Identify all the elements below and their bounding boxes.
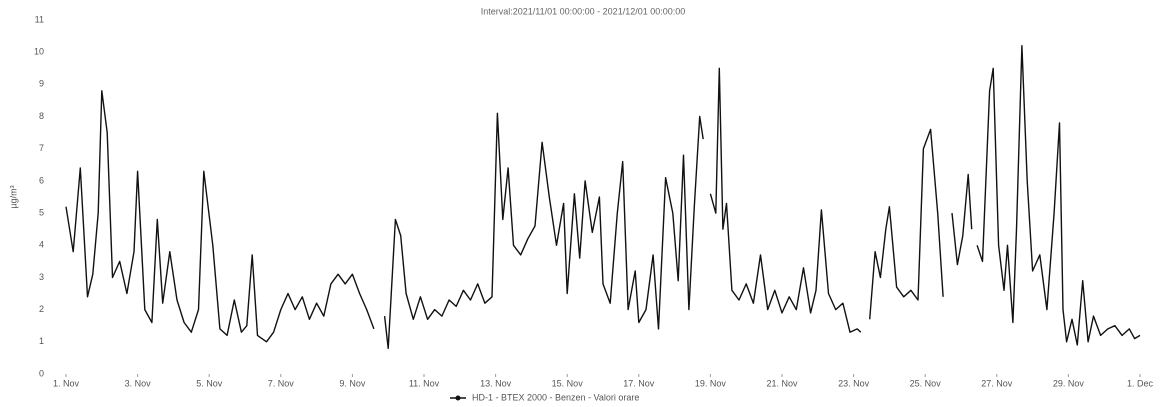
y-tick-label: 5: [39, 207, 44, 217]
y-tick-label: 11: [35, 14, 44, 24]
legend-marker: [455, 395, 461, 401]
x-tick-label: 1. Nov: [53, 378, 80, 388]
y-tick-label: 4: [39, 240, 44, 250]
data-line: [65, 45, 1141, 349]
x-tick-label: 5. Nov: [196, 378, 223, 388]
y-tick-label: 7: [39, 143, 44, 153]
x-tick-label: 25. Nov: [910, 378, 942, 388]
x-tick-label: 9. Nov: [339, 378, 366, 388]
y-tick-label: 1: [39, 336, 44, 346]
chart-title: Interval:2021/11/01 00:00:00 - 2021/12/0…: [481, 6, 686, 16]
y-tick-label: 8: [39, 111, 44, 121]
y-tick-label: 6: [39, 175, 44, 185]
legend-label: HD-1 - BTEX 2000 - Benzen - Valori orare: [472, 392, 639, 402]
y-tick-label: 10: [34, 47, 44, 57]
y-tick-label: 9: [39, 79, 44, 89]
y-tick-label: 0: [39, 368, 44, 378]
y-tick-label: 3: [39, 272, 44, 282]
x-tick-label: 21. Nov: [766, 378, 798, 388]
x-tick-label: 23. Nov: [838, 378, 870, 388]
y-tick-label: 2: [39, 304, 44, 314]
x-tick-label: 29. Nov: [1053, 378, 1085, 388]
x-tick-label: 13. Nov: [480, 378, 512, 388]
y-axis-label: µg/m³: [8, 185, 18, 208]
x-tick-label: 1. Dec: [1127, 378, 1154, 388]
x-tick-label: 27. Nov: [981, 378, 1013, 388]
x-tick-label: 15. Nov: [552, 378, 584, 388]
x-tick-label: 7. Nov: [268, 378, 295, 388]
x-tick-label: 11. Nov: [409, 378, 440, 388]
x-tick-label: 3. Nov: [125, 378, 152, 388]
x-tick-label: 19. Nov: [695, 378, 727, 388]
x-tick-label: 17. Nov: [623, 378, 655, 388]
